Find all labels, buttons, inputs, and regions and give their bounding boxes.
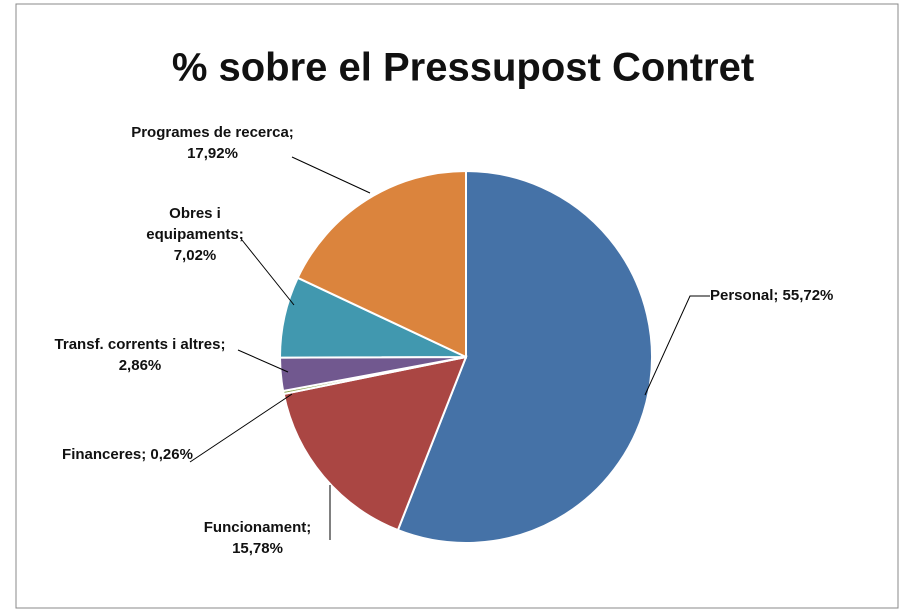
leader-line: [241, 239, 295, 306]
leader-line: [291, 156, 371, 194]
data-label: Transf. corrents i altres; 2,86%: [54, 336, 226, 374]
chart-title: % sobre el Pressupost Contret: [172, 46, 754, 90]
pie-slice: [396, 169, 653, 544]
pie-slice: [282, 355, 468, 532]
data-label: Personal; 55,72%: [710, 287, 834, 304]
data-label: Funcionament; 15,78%: [203, 519, 312, 557]
data-label: Obres i equipaments; 7,02%: [146, 205, 244, 264]
data-label: Financeres; 0,26%: [62, 446, 193, 463]
leader-line: [189, 393, 293, 463]
data-label: Programes de recerca; 17,92%: [131, 124, 294, 162]
leader-line: [237, 349, 289, 373]
pie-slice: [296, 169, 467, 359]
leader-line: [644, 295, 710, 396]
